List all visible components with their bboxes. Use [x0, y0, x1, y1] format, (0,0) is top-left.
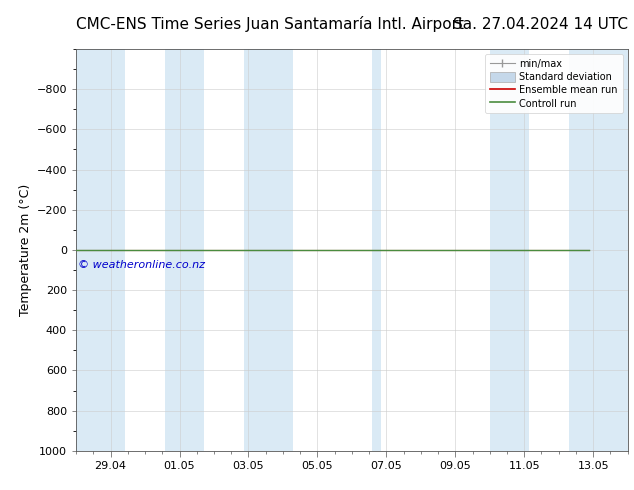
Text: Sa. 27.04.2024 14 UTC: Sa. 27.04.2024 14 UTC: [453, 17, 628, 32]
Title: CMC-ENS Time Series Juan Santamaría Intl. Airport      Sa. 27.04.2024 14 UTC: CMC-ENS Time Series Juan Santamaría Intl…: [0, 489, 1, 490]
Bar: [569, 49, 628, 451]
Bar: [372, 49, 382, 451]
Bar: [489, 49, 529, 451]
Text: © weatheronline.co.nz: © weatheronline.co.nz: [78, 260, 205, 270]
Y-axis label: Temperature 2m (°C): Temperature 2m (°C): [20, 184, 32, 316]
Bar: [76, 49, 126, 451]
Bar: [243, 49, 293, 451]
Text: CMC-ENS Time Series Juan Santamaría Intl. Airport: CMC-ENS Time Series Juan Santamaría Intl…: [76, 16, 464, 32]
Bar: [165, 49, 204, 451]
Legend: min/max, Standard deviation, Ensemble mean run, Controll run: min/max, Standard deviation, Ensemble me…: [486, 54, 623, 113]
